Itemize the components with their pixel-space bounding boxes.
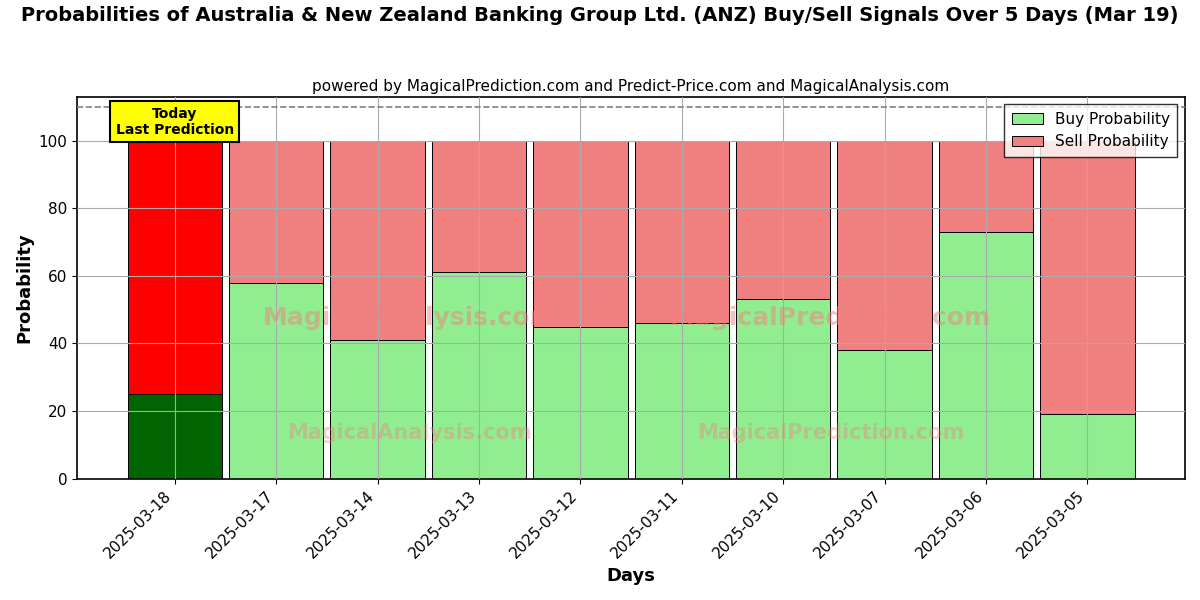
Bar [1040,415,1135,479]
Text: MagicalAnalysis.com: MagicalAnalysis.com [287,423,532,443]
Bar [938,140,1033,232]
Bar [533,140,628,326]
Text: MagicalPrediction.com: MagicalPrediction.com [670,306,991,330]
Legend: Buy Probability, Sell Probability: Buy Probability, Sell Probability [1004,104,1177,157]
Bar [736,140,830,299]
Bar [838,350,931,479]
Bar [127,140,222,394]
Bar [938,232,1033,479]
Bar [127,394,222,479]
Bar [432,140,526,272]
Text: MagicalAnalysis.com: MagicalAnalysis.com [263,306,557,330]
Title: powered by MagicalPrediction.com and Predict-Price.com and MagicalAnalysis.com: powered by MagicalPrediction.com and Pre… [312,79,949,94]
Text: Today
Last Prediction: Today Last Prediction [115,107,234,137]
Bar [1040,140,1135,415]
Y-axis label: Probability: Probability [14,232,32,343]
Bar [533,326,628,479]
Bar [229,140,323,283]
Bar [838,140,931,350]
Bar [330,140,425,340]
X-axis label: Days: Days [607,567,655,585]
Bar [635,323,728,479]
Bar [432,272,526,479]
Bar [229,283,323,479]
Text: MagicalPrediction.com: MagicalPrediction.com [697,423,964,443]
Bar [330,340,425,479]
Bar [635,140,728,323]
Bar [736,299,830,479]
Text: Probabilities of Australia & New Zealand Banking Group Ltd. (ANZ) Buy/Sell Signa: Probabilities of Australia & New Zealand… [22,6,1178,25]
